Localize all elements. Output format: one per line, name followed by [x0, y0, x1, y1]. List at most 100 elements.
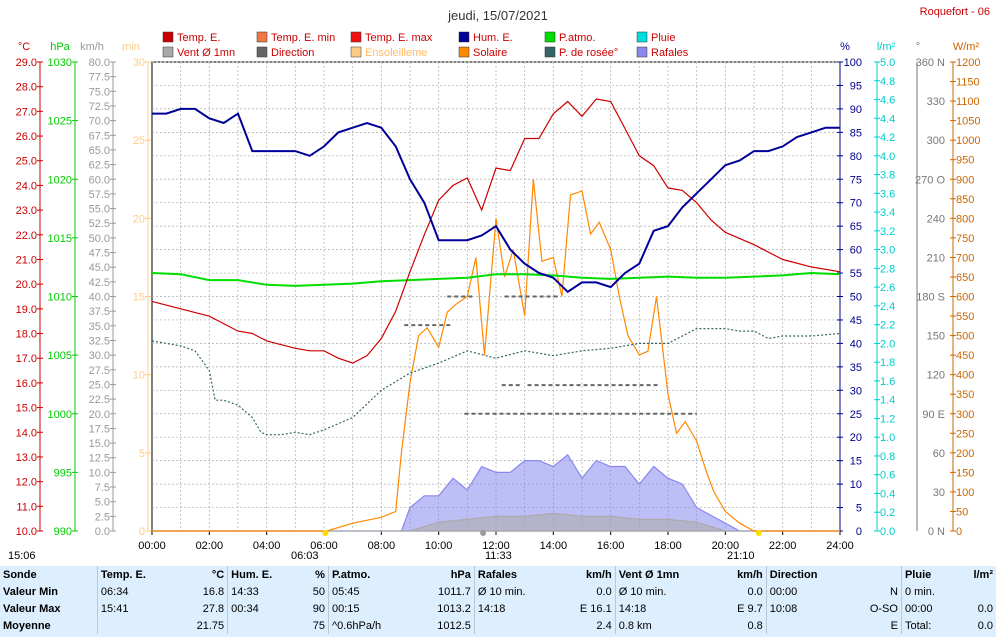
summary-cell: Valeur Max — [3, 602, 61, 615]
hum-tick-label: 40 — [850, 338, 862, 350]
legend-label: Vent Ø 1mn — [177, 47, 235, 59]
hum-tick-label: 35 — [850, 362, 862, 374]
dir-tick-label: 150 — [927, 331, 945, 343]
temp-tick-label: 24.0 — [16, 180, 37, 192]
legend-swatch — [350, 31, 362, 43]
solar-tick-label: 950 — [956, 155, 974, 167]
time-tick-label: 04:00 — [253, 540, 281, 552]
summary-cell: 1011.7 — [438, 585, 471, 598]
sun-marker — [480, 530, 487, 536]
dir-tick-label: 270 O — [915, 174, 945, 186]
solar-tick-label: 750 — [956, 233, 974, 245]
rain-tick-label: 0.6 — [880, 470, 895, 482]
summary-cell — [957, 583, 996, 600]
summary-row: Valeur Max 15:41 27.8 00:34 90 00:15 1013.2 14:… — [0, 600, 996, 617]
wind-tick-label: 12.5 — [89, 453, 110, 465]
solar-tick-label: 850 — [956, 194, 974, 206]
temp-tick-label: 14.0 — [16, 427, 37, 439]
hum-tick-label: 75 — [850, 174, 862, 186]
rain-tick-label: 0.8 — [880, 451, 895, 463]
summary-row: Valeur Min 06:34 16.8 14:33 50 05:45 1011.7 Ø 1… — [0, 583, 996, 600]
summary-cell: 06:34 — [96, 583, 176, 600]
summary-cell: 21.75 — [196, 619, 225, 632]
sun-marker — [322, 530, 329, 536]
time-tick-label: 18:00 — [654, 540, 682, 552]
wind-tick-label: 62.5 — [89, 160, 110, 172]
rain-tick-label: 0.0 — [880, 526, 895, 538]
wind-tick-label: 15.0 — [89, 438, 110, 450]
solar-tick-label: 300 — [956, 409, 974, 421]
wind-tick-label: 52.5 — [89, 218, 110, 230]
solar-tick-label: 200 — [956, 448, 974, 460]
hum-tick-label: 60 — [850, 245, 862, 257]
rain-tick-label: 1.6 — [880, 376, 895, 388]
summary-cell: 00:00 — [765, 583, 849, 600]
temp-tick-label: 29.0 — [16, 57, 37, 69]
sun_min-tick-label: 0 — [139, 526, 145, 538]
rain-tick-label: 3.0 — [880, 245, 895, 257]
series-p-de-ros-e- — [151, 328, 841, 436]
wind-tick-label: 77.5 — [89, 72, 110, 84]
hum-tick-label: 30 — [850, 385, 862, 397]
legend-label: Temp. E. min — [271, 32, 335, 44]
time-tick-label: 02:00 — [196, 540, 224, 552]
legend-swatch — [636, 46, 648, 58]
hum-tick-label: 65 — [850, 221, 862, 233]
rain-tick-label: 4.2 — [880, 132, 895, 144]
hum-tick-label: 80 — [850, 151, 862, 163]
summary-cell: ^0.6hPa/h — [327, 617, 414, 634]
summary-cell: 10:08 — [765, 600, 849, 617]
summary-cell: E 16.1 — [579, 602, 612, 615]
hum-tick-label: 0 — [856, 526, 862, 538]
temp-tick-label: 11.0 — [16, 501, 37, 513]
time-tick-label: 16:00 — [597, 540, 625, 552]
series-temp-e- — [151, 98, 841, 364]
summary-cell: Ø 10 min. — [473, 583, 557, 600]
legend-label: Temp. E. — [177, 32, 220, 44]
rain-tick-label: 1.8 — [880, 357, 895, 369]
sun_min-tick-label: 30 — [133, 57, 145, 69]
summary-cell: 14:33 — [227, 583, 300, 600]
legend-label: P. de rosée° — [559, 47, 618, 59]
summary-cell: 27.8 — [202, 602, 225, 615]
legend-swatch — [256, 46, 268, 58]
solar-tick-label: 100 — [956, 487, 974, 499]
hum-tick-label: 10 — [850, 479, 862, 491]
summary-cell — [227, 617, 300, 634]
series-vent-1mn — [152, 512, 840, 532]
summary-cell: 50 — [312, 585, 325, 598]
hum-tick-label: 20 — [850, 432, 862, 444]
legend-label: Temp. E. max — [365, 32, 433, 44]
legend-label: P.atmo. — [559, 32, 596, 44]
press-axis-unit: hPa — [50, 41, 70, 53]
rain-tick-label: 2.2 — [880, 320, 895, 332]
summary-cell: 0.0 — [747, 585, 763, 598]
rain-axis-unit: l/m² — [877, 41, 896, 53]
summary-cell: Direction — [765, 566, 849, 583]
solar-tick-label: 1100 — [956, 96, 980, 108]
rain-tick-label: 4.0 — [880, 151, 895, 163]
legend-label: Pluie — [651, 32, 675, 44]
sun-marker — [755, 530, 762, 536]
solar-tick-label: 700 — [956, 252, 974, 264]
rain-tick-label: 2.8 — [880, 263, 895, 275]
solar-tick-label: 0 — [956, 526, 962, 538]
solar-tick-label: 1050 — [956, 116, 980, 128]
hum-tick-label: 100 — [844, 57, 862, 69]
summary-cell: Rafales — [473, 566, 557, 583]
wind-tick-label: 65.0 — [89, 145, 110, 157]
press-tick-label: 990 — [54, 526, 72, 538]
solar-axis-unit: W/m² — [953, 41, 980, 53]
temp-tick-label: 27.0 — [16, 106, 37, 118]
hum-tick-label: 70 — [850, 198, 862, 210]
hum-tick-label: 55 — [850, 268, 862, 280]
rain-tick-label: 0.4 — [880, 488, 895, 500]
wind-tick-label: 5.0 — [95, 497, 110, 509]
press-tick-label: 995 — [54, 467, 72, 479]
sun_min-tick-label: 25 — [133, 135, 145, 147]
dir-tick-label: 360 N — [916, 57, 945, 69]
summary-cell: 2.4 — [596, 619, 612, 632]
dir-tick-label: 120 — [927, 370, 945, 382]
solar-tick-label: 800 — [956, 213, 974, 225]
rain-tick-label: 5.0 — [880, 57, 895, 69]
